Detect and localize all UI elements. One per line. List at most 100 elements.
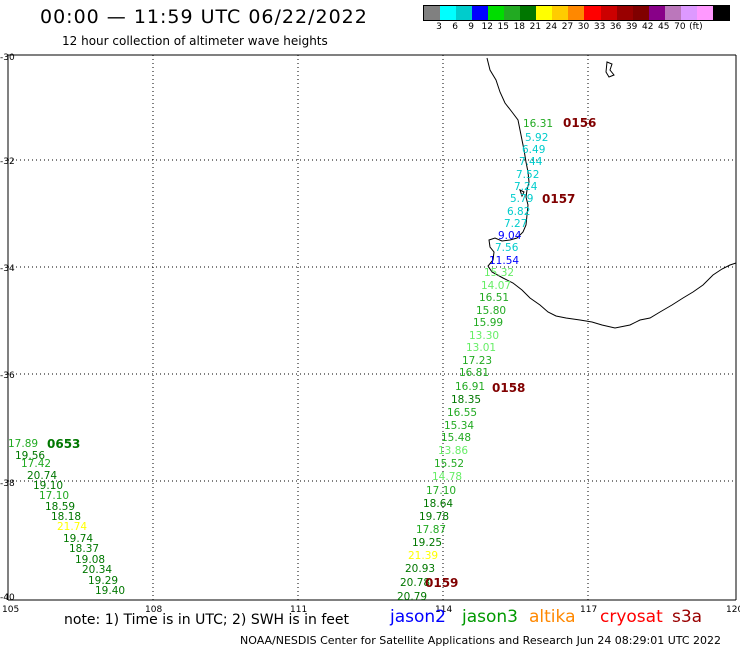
color-scale-label: 30 [577, 22, 590, 32]
wave-height-label: 15.80 [476, 305, 506, 317]
wave-height-label: 18.37 [69, 543, 99, 555]
color-swatch [600, 6, 617, 20]
wave-height-label: 5.79 [510, 193, 533, 205]
wave-height-label: 18.35 [451, 394, 481, 406]
wave-height-label: 18.18 [51, 511, 81, 523]
color-swatch [712, 6, 729, 20]
wave-height-label: 17.89 [8, 438, 38, 450]
wave-height-label: 13.30 [469, 330, 499, 342]
longitude-labels: 105 108 111 114 117 120 [2, 605, 740, 615]
pass-time-label: 0157 [542, 192, 575, 206]
wave-height-label: 21.74 [57, 521, 87, 533]
color-scale-label: (ft) [689, 22, 703, 32]
color-swatch [424, 6, 441, 20]
color-swatch [488, 6, 505, 20]
map-frame [7, 54, 737, 601]
color-scale-label: 18 [513, 22, 526, 32]
wave-height-label: 16.55 [447, 407, 477, 419]
color-swatch [456, 6, 473, 20]
pass-time-label: 0159 [425, 576, 458, 590]
wave-track-west: 17.8919.5617.4220.7419.1017.1018.5918.18… [8, 438, 125, 597]
color-scale-labels: 3 6 9 12 15 18 21 24 27 30 33 36 39 42 45 70 (ft) [423, 22, 728, 34]
color-scale-label: 21 [529, 22, 542, 32]
color-scale-label: 33 [593, 22, 606, 32]
longitude-label: 105 [2, 605, 19, 615]
color-swatch [504, 6, 521, 20]
wave-height-label: 16.51 [479, 292, 509, 304]
wave-height-label: 19.78 [419, 511, 449, 523]
color-scale-label: 39 [625, 22, 638, 32]
latitude-label: -34 [0, 264, 15, 274]
latitude-label: -30 [0, 53, 15, 63]
color-scale-label: 3 [436, 22, 442, 32]
wave-height-label: 6.82 [507, 206, 530, 218]
wave-height-label: 17.10 [426, 485, 456, 497]
wave-height-label: 19.40 [95, 585, 125, 597]
pass-time-label: 0156 [563, 116, 596, 130]
wave-track-east: 16.31 5.926.497.447.527.245.796.827.279.0… [397, 118, 553, 603]
wave-height-label: 17.10 [39, 490, 69, 502]
wave-height-label: 17.87 [416, 524, 446, 536]
color-swatch [552, 6, 569, 20]
color-scale-label: 27 [561, 22, 574, 32]
wave-height-label: 17.42 [21, 458, 51, 470]
legend-note: note: 1) Time is in UTC; 2) SWH is in fe… [64, 612, 350, 628]
color-swatch [520, 6, 537, 20]
color-scale-label: 6 [452, 22, 458, 32]
color-swatch [568, 6, 585, 20]
color-scale-label: 24 [545, 22, 558, 32]
wave-height-label: 21.39 [408, 550, 438, 562]
wave-height-label: 7.56 [495, 242, 519, 254]
wave-height-label: 18.59 [45, 501, 75, 513]
latitude-label: -40 [0, 593, 15, 603]
latitude-label: -38 [0, 479, 15, 489]
wave-height-label: 19.08 [75, 554, 105, 566]
longitude-label: 111 [290, 605, 307, 615]
wave-height-label: 15.52 [434, 458, 464, 470]
wave-height-label: 15.99 [473, 317, 503, 329]
credit-line: NOAA/NESDIS Center for Satellite Applica… [240, 634, 722, 647]
color-swatch [680, 6, 697, 20]
color-scale-label: 9 [468, 22, 475, 32]
latitude-label: -32 [0, 157, 15, 167]
graticule [8, 55, 736, 600]
color-scale-label: 70 [674, 22, 686, 32]
wave-height-label: 16.31 [523, 118, 553, 130]
color-swatch [440, 6, 457, 20]
color-swatch [536, 6, 553, 20]
latitude-label: -36 [0, 371, 15, 381]
wave-height-label: 11.54 [489, 255, 519, 267]
chart-subtitle: 12 hour collection of altimeter wave hei… [62, 34, 328, 48]
wave-height-label: 20.74 [27, 470, 57, 482]
wave-height-label: 7.24 [514, 181, 538, 193]
color-scale-bar [423, 5, 730, 21]
wave-height-label: 5.92 [525, 132, 548, 144]
legend-jason3: jason3 [462, 607, 518, 627]
legend-altika: altika [529, 607, 576, 627]
wave-height-label: 13.01 [466, 342, 496, 354]
color-swatch [616, 6, 633, 20]
legend-s3a: s3a [672, 607, 703, 627]
wave-height-label: 20.78 [400, 577, 430, 589]
color-scale-label: 36 [609, 22, 622, 32]
legend-cryosat: cryosat [600, 607, 663, 627]
color-scale-label: 45 [658, 22, 670, 32]
color-swatch [664, 6, 681, 20]
wave-height-label: 15.32 [484, 267, 514, 279]
wave-height-label: 19.56 [15, 450, 45, 462]
latitude-labels: -30 -32 -34 -36 -38 -40 [0, 53, 15, 603]
wave-height-label: 18.64 [423, 498, 453, 510]
pass-time-label: 0653 [47, 437, 80, 451]
wave-height-label: 16.81 [459, 367, 489, 379]
wave-height-label: 14.78 [432, 471, 462, 483]
wave-height-label: 13.86 [438, 445, 468, 457]
wave-height-label: 14.07 [481, 280, 511, 292]
longitude-label: 108 [145, 605, 162, 615]
wave-height-label: 19.29 [88, 575, 118, 587]
wave-height-label: 19.74 [63, 533, 93, 545]
wave-height-label: 19.25 [412, 537, 442, 549]
wave-height-label: 7.52 [516, 169, 539, 181]
color-scale-label: 15 [497, 22, 509, 32]
wave-height-label: 20.34 [82, 564, 112, 576]
